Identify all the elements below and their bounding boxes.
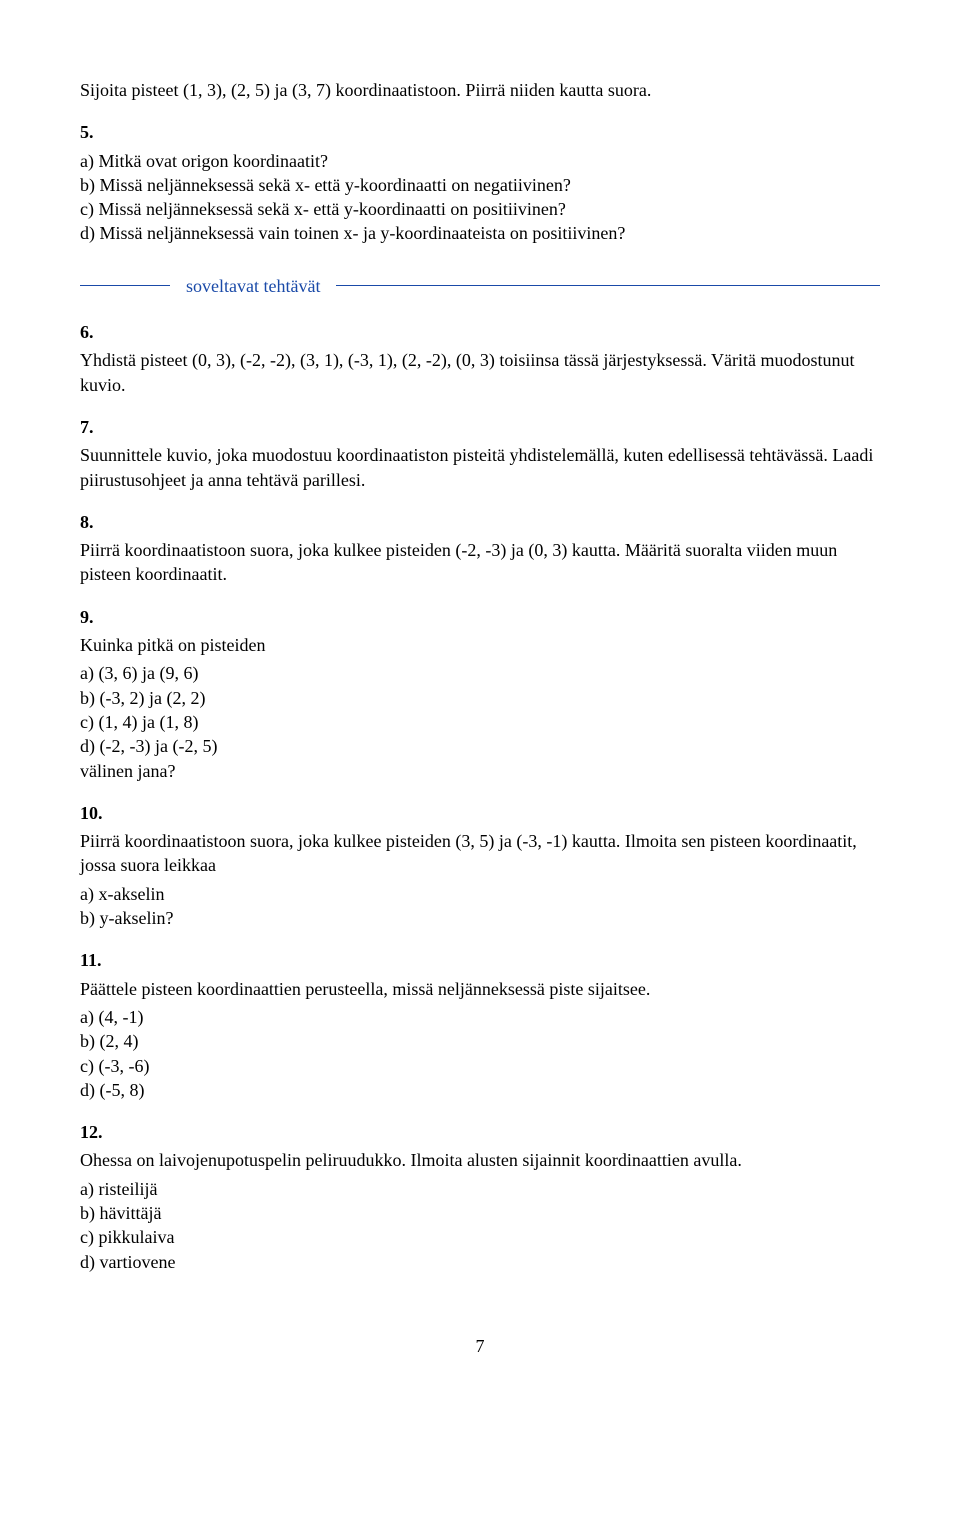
ex12-d: d) vartiovene — [80, 1250, 880, 1274]
ex10-lead: Piirrä koordinaatistoon suora, joka kulk… — [80, 829, 880, 878]
ex12-lead: Ohessa on laivojenupotuspelin peliruuduk… — [80, 1148, 880, 1172]
ex9-a: a) (3, 6) ja (9, 6) — [80, 661, 880, 685]
ex6-text: Yhdistä pisteet (0, 3), (-2, -2), (3, 1)… — [80, 348, 880, 397]
ex5-items: a) Mitkä ovat origon koordinaatit? b) Mi… — [80, 149, 880, 246]
divider-label: soveltavat tehtävät — [186, 274, 320, 298]
ex9-b: b) (-3, 2) ja (2, 2) — [80, 686, 880, 710]
ex11-num: 11. — [80, 948, 880, 972]
ex7-text: Suunnittele kuvio, joka muodostuu koordi… — [80, 443, 880, 492]
ex5-b: b) Missä neljänneksessä sekä x- että y-k… — [80, 173, 880, 197]
ex12-b: b) hävittäjä — [80, 1201, 880, 1225]
divider-line-right — [336, 285, 880, 286]
ex10-b: b) y-akselin? — [80, 906, 880, 930]
exercise-6: 6. Yhdistä pisteet (0, 3), (-2, -2), (3,… — [80, 320, 880, 397]
exercise-7: 7. Suunnittele kuvio, joka muodostuu koo… — [80, 415, 880, 492]
ex11-d: d) (-5, 8) — [80, 1078, 880, 1102]
ex9-trail: välinen jana? — [80, 759, 880, 783]
ex10-items: a) x-akselin b) y-akselin? — [80, 882, 880, 931]
ex5-num: 5. — [80, 120, 880, 144]
exercise-5: 5. a) Mitkä ovat origon koordinaatit? b)… — [80, 120, 880, 245]
section-divider: soveltavat tehtävät — [80, 274, 880, 298]
ex11-b: b) (2, 4) — [80, 1029, 880, 1053]
ex9-d: d) (-2, -3) ja (-2, 5) — [80, 734, 880, 758]
exercise-10: 10. Piirrä koordinaatistoon suora, joka … — [80, 801, 880, 930]
ex11-lead: Päättele pisteen koordinaattien perustee… — [80, 977, 880, 1001]
ex12-items: a) risteilijä b) hävittäjä c) pikkulaiva… — [80, 1177, 880, 1274]
ex9-c: c) (1, 4) ja (1, 8) — [80, 710, 880, 734]
ex7-num: 7. — [80, 415, 880, 439]
ex5-c: c) Missä neljänneksessä sekä x- että y-k… — [80, 197, 880, 221]
ex8-num: 8. — [80, 510, 880, 534]
ex12-a: a) risteilijä — [80, 1177, 880, 1201]
ex11-a: a) (4, -1) — [80, 1005, 880, 1029]
ex9-num: 9. — [80, 605, 880, 629]
ex12-num: 12. — [80, 1120, 880, 1144]
intro-line: Sijoita pisteet (1, 3), (2, 5) ja (3, 7)… — [80, 78, 880, 102]
divider-line-left — [80, 285, 170, 286]
exercise-8: 8. Piirrä koordinaatistoon suora, joka k… — [80, 510, 880, 587]
ex11-items: a) (4, -1) b) (2, 4) c) (-3, -6) d) (-5,… — [80, 1005, 880, 1102]
ex5-a: a) Mitkä ovat origon koordinaatit? — [80, 149, 880, 173]
ex11-c: c) (-3, -6) — [80, 1054, 880, 1078]
exercise-12: 12. Ohessa on laivojenupotuspelin peliru… — [80, 1120, 880, 1274]
ex12-c: c) pikkulaiva — [80, 1225, 880, 1249]
ex10-a: a) x-akselin — [80, 882, 880, 906]
exercise-11: 11. Päättele pisteen koordinaattien peru… — [80, 948, 880, 1102]
page-number: 7 — [80, 1334, 880, 1358]
ex8-text: Piirrä koordinaatistoon suora, joka kulk… — [80, 538, 880, 587]
ex10-num: 10. — [80, 801, 880, 825]
ex9-items: a) (3, 6) ja (9, 6) b) (-3, 2) ja (2, 2)… — [80, 661, 880, 758]
ex9-lead: Kuinka pitkä on pisteiden — [80, 633, 880, 657]
exercise-9: 9. Kuinka pitkä on pisteiden a) (3, 6) j… — [80, 605, 880, 783]
ex5-d: d) Missä neljänneksessä vain toinen x- j… — [80, 221, 880, 245]
ex6-num: 6. — [80, 320, 880, 344]
